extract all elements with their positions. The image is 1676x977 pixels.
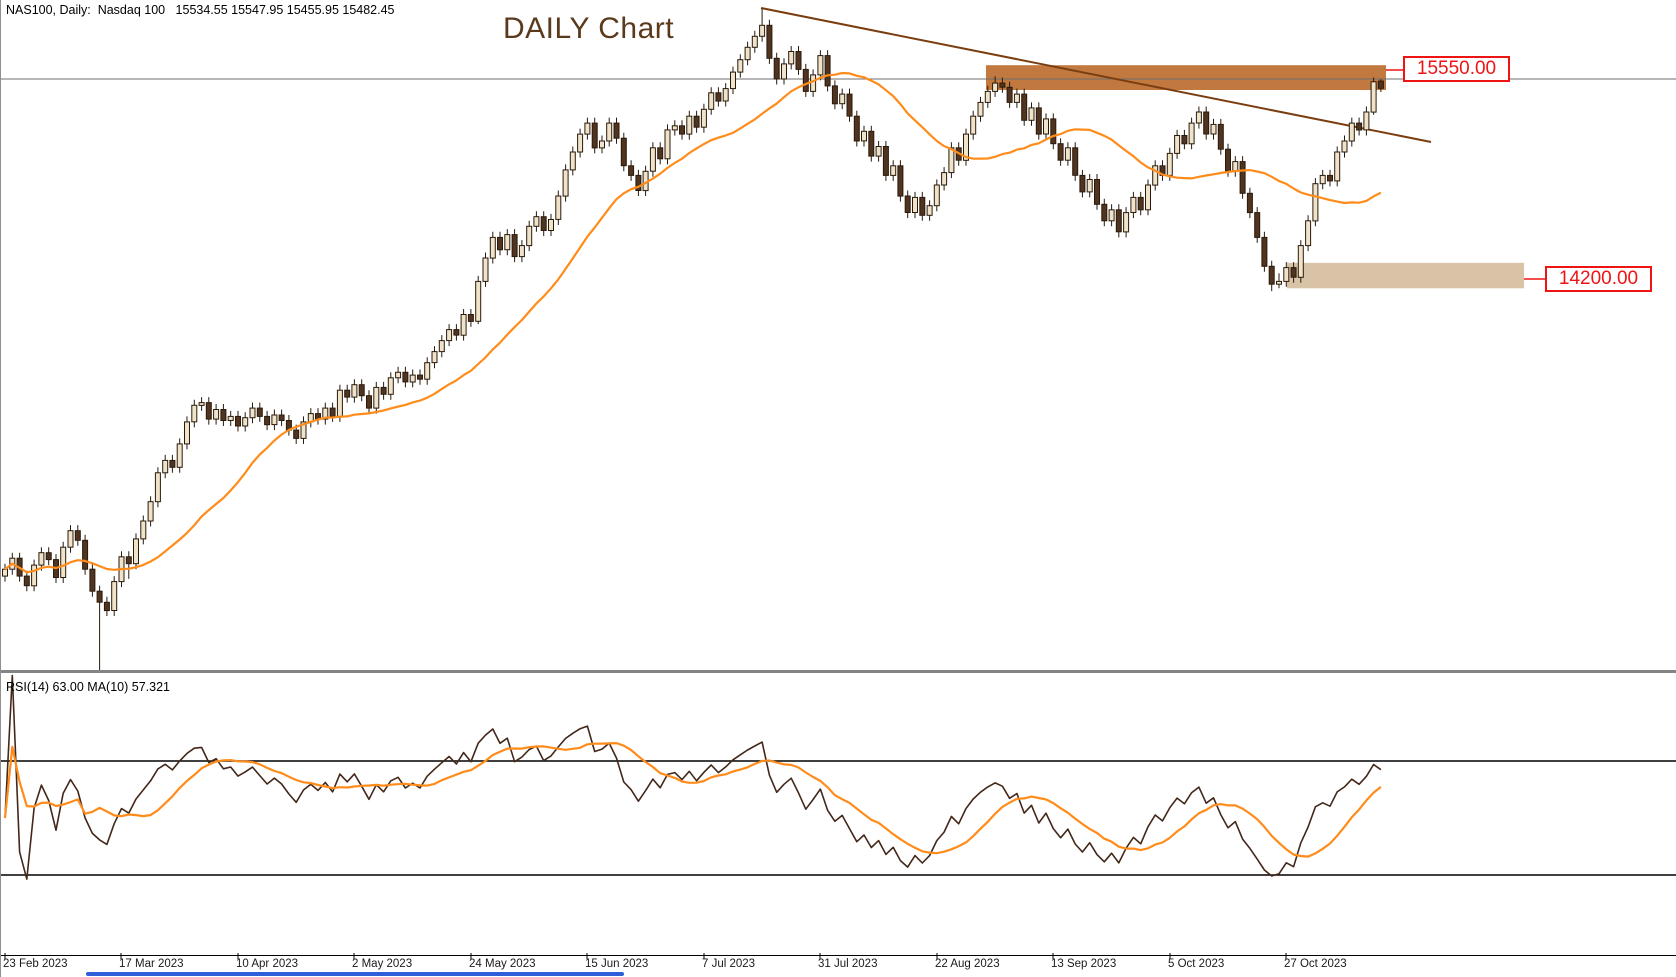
resistance-zone[interactable]: [986, 65, 1386, 90]
x-axis-label: 17 Mar 2023: [119, 958, 184, 970]
bear-candles: [16, 24, 1384, 612]
candle-wicks: [4, 8, 1382, 672]
x-axis-label: 7 Jul 2023: [702, 958, 756, 970]
x-axis-label: 22 Aug 2023: [935, 958, 1000, 970]
rsi-indicator-label: RSI(14) 63.00 MA(10) 57.321: [6, 680, 170, 694]
symbol-info-line: NAS100, Daily: Nasdaq 100 15534.55 15547…: [6, 3, 395, 17]
horizontal-scrollbar-indicator[interactable]: [86, 972, 624, 976]
panel-separator[interactable]: [1, 670, 1676, 673]
x-axis-label: 23 Feb 2023: [3, 958, 68, 970]
descending-trendline[interactable]: [760, 7, 1432, 143]
rsi-line: [4, 674, 1382, 880]
x-axis-label: 2 May 2023: [352, 958, 413, 970]
resistance-price-label[interactable]: 15550.00: [1403, 56, 1510, 82]
support-price-label[interactable]: 14200.00: [1545, 266, 1652, 292]
support-zone[interactable]: [1287, 262, 1524, 289]
x-axis-label: 27 Oct 2023: [1284, 958, 1347, 970]
x-axis-label: 10 Apr 2023: [236, 958, 299, 970]
rsi-ma-line: [3, 742, 1382, 858]
x-axis-label: 24 May 2023: [469, 958, 536, 970]
ma-line: [4, 71, 1382, 574]
x-axis-label: 5 Oct 2023: [1168, 958, 1225, 970]
x-axis-label: 13 Sep 2023: [1051, 958, 1117, 970]
chart-title: DAILY Chart: [503, 12, 675, 45]
x-axis-label: 31 Jul 2023: [818, 958, 878, 970]
x-axis-label: 15 Jun 2023: [585, 958, 649, 970]
